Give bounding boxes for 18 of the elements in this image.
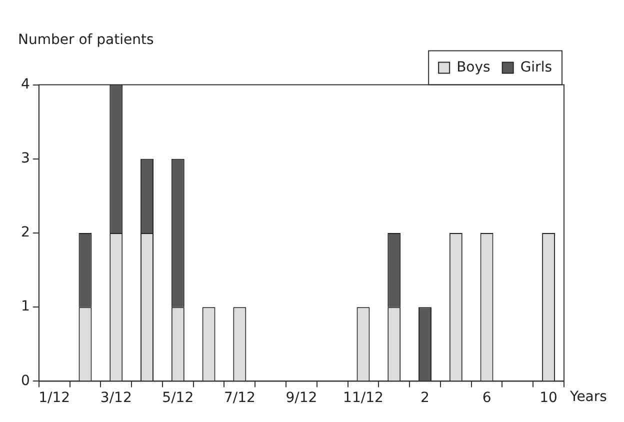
x-tick-label: 7/12: [224, 390, 256, 406]
x-tick-label: 6: [482, 390, 492, 406]
x-tick-label: 1/12: [38, 390, 70, 406]
x-tick-label: 11/12: [343, 390, 384, 406]
y-tick-label: 2: [20, 224, 30, 241]
x-tick-label: 9/12: [286, 390, 318, 406]
y-tick-label: 1: [20, 298, 30, 315]
legend-label: Boys: [456, 59, 490, 76]
x-tick-label: 3/12: [100, 390, 132, 406]
y-axis-title: Number of patients: [18, 32, 154, 48]
x-tick-label: 10: [540, 390, 558, 406]
y-tick-label: 0: [20, 372, 30, 389]
legend-label: Girls: [520, 59, 552, 76]
x-axis-title: Years: [569, 388, 607, 405]
y-tick-label: 3: [20, 150, 30, 167]
x-tick-label: 5/12: [162, 390, 194, 406]
x-tick-label: 2: [420, 390, 430, 406]
y-tick-label: 4: [20, 76, 30, 92]
